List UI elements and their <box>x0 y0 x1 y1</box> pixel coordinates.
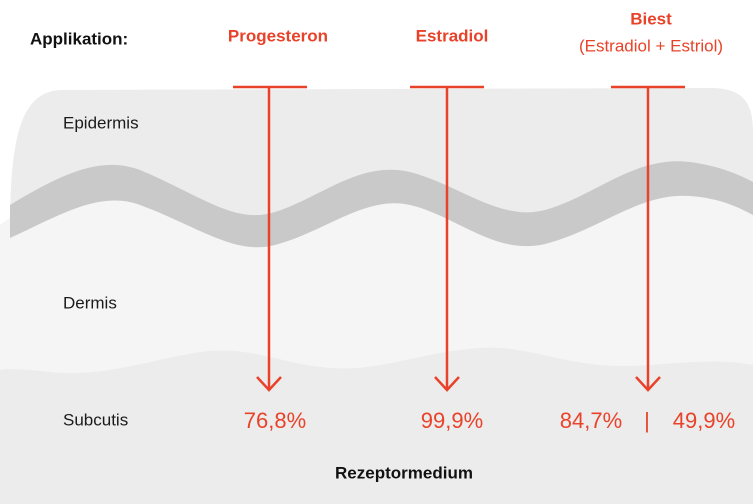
column-name: Progesteron <box>228 26 328 45</box>
result: 84,7% <box>560 408 622 433</box>
layer-label: Subcutis <box>63 410 128 429</box>
separator: | <box>644 408 650 433</box>
diagram: Applikation: Progesteron Estradiol Biest… <box>0 0 753 504</box>
header-label: Applikation: <box>30 29 128 48</box>
column-name: Biest <box>630 9 672 28</box>
column-name: Estradiol <box>416 26 489 45</box>
layer-label: Epidermis <box>63 113 139 132</box>
column-subtitle: (Estradiol + Estriol) <box>579 36 723 55</box>
layer-label: Dermis <box>63 293 117 312</box>
result: 99,9% <box>421 408 483 433</box>
footer-label: Rezeptormedium <box>335 463 473 482</box>
result: 76,8% <box>244 408 306 433</box>
result: 49,9% <box>673 408 735 433</box>
